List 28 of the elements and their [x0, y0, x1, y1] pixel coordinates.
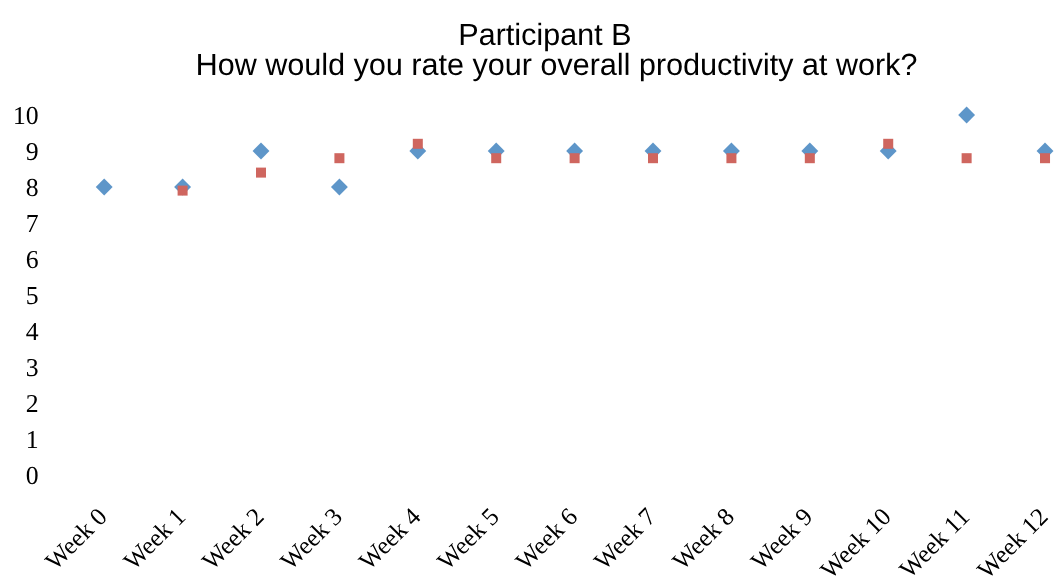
- point: [883, 138, 894, 149]
- point: [334, 153, 345, 164]
- y-tick-label: 5: [27, 287, 38, 305]
- y-tick-label: 3: [26, 358, 38, 377]
- y-tick-label: 9: [26, 142, 38, 161]
- point: [330, 178, 348, 196]
- point: [961, 153, 972, 164]
- chart-subtitle: How would you rate your overall productivity at work?: [198, 52, 917, 82]
- y-tick-label: 0: [26, 466, 38, 485]
- y-tick-label: 1: [28, 430, 38, 448]
- y-tick-label: 2: [26, 394, 38, 412]
- point: [726, 153, 737, 164]
- y-tick-label: 8: [26, 178, 38, 197]
- point: [1040, 153, 1051, 164]
- point: [569, 153, 580, 164]
- y-tick-label: 6: [26, 250, 38, 269]
- chart-title: Participant B: [460, 22, 630, 52]
- y-tick-label: 4: [26, 323, 39, 340]
- point: [256, 167, 267, 178]
- point: [412, 138, 423, 149]
- point: [804, 153, 815, 164]
- point: [648, 153, 659, 164]
- point: [958, 106, 976, 124]
- point: [252, 142, 270, 160]
- y-tick-label: 7: [27, 215, 38, 232]
- y-tick-label: 10: [15, 106, 38, 125]
- point: [491, 153, 502, 164]
- point: [95, 178, 113, 196]
